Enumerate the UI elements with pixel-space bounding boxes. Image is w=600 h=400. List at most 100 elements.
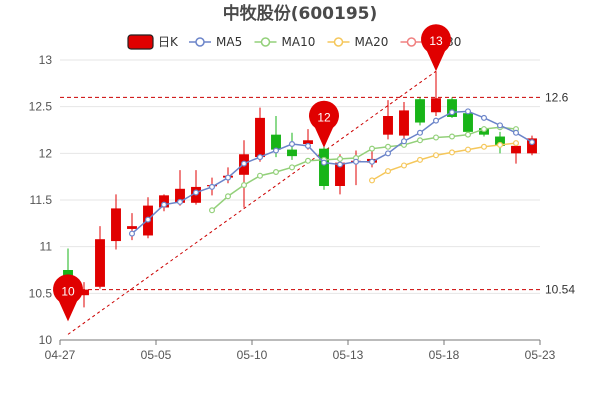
- candle: [191, 170, 201, 205]
- ma10: [209, 124, 519, 214]
- reference-line-label: 12.6: [545, 90, 569, 104]
- legend-label: 日K: [158, 35, 179, 49]
- y-axis: 10 10.5 11 11.5 12 12.5 13: [29, 53, 53, 347]
- ma10-point: [273, 169, 280, 176]
- ma5-point: [528, 139, 535, 146]
- candle-body: [383, 116, 393, 135]
- ma5-point: [465, 108, 472, 115]
- marker-label: 12: [317, 111, 331, 125]
- ma5-point: [481, 114, 488, 121]
- ma5-point: [369, 158, 376, 165]
- reference-lines: 12.6 10.54: [60, 90, 575, 297]
- legend-label: MA5: [216, 35, 242, 49]
- ma20-point: [385, 168, 392, 175]
- candle-body: [159, 195, 169, 208]
- candle-body: [95, 239, 105, 287]
- candle-body: [527, 138, 537, 154]
- trend-line: [67, 70, 437, 335]
- legend-label: MA10: [282, 35, 316, 49]
- candle-body: [415, 99, 425, 123]
- y-tick-label: 10: [39, 333, 53, 347]
- ma5-point: [353, 158, 360, 165]
- legend-item: 日K: [127, 34, 179, 50]
- candle-body: [319, 148, 329, 186]
- price-marker: 10: [53, 274, 84, 322]
- candle: [95, 226, 105, 289]
- candle-body: [175, 188, 185, 203]
- y-tick-label: 12: [39, 146, 53, 160]
- price-marker: 12: [309, 100, 340, 148]
- ma5-point: [273, 147, 280, 154]
- candle-body: [287, 149, 297, 157]
- ma10-point: [417, 137, 424, 144]
- candle-body: [447, 99, 457, 117]
- ma5-point: [401, 138, 408, 145]
- candle-body: [255, 117, 265, 158]
- ma10-point: [433, 134, 440, 141]
- ma10-point: [465, 131, 472, 138]
- ma20-point: [417, 156, 424, 163]
- ma5-point: [257, 154, 264, 161]
- ma20-point: [369, 177, 376, 184]
- ma5-point: [161, 201, 168, 208]
- y-tick-label: 10.5: [29, 286, 53, 300]
- price-marker: 13: [421, 24, 452, 72]
- marker-label: 10: [61, 284, 75, 298]
- legend-candle-swatch: [127, 34, 154, 50]
- ma5-point: [193, 189, 200, 196]
- ma10-point: [241, 182, 248, 189]
- ma20-point: [497, 141, 504, 148]
- ma5-point: [225, 174, 232, 181]
- candle-body: [511, 145, 521, 154]
- marker-label: 13: [429, 34, 443, 48]
- y-tick-label: 11.5: [30, 193, 53, 207]
- ma20-point: [449, 149, 456, 156]
- ma10-point: [209, 207, 216, 214]
- price-markers: 10 12 13: [53, 24, 452, 322]
- candle-body: [271, 134, 281, 150]
- ma5-point: [417, 129, 424, 136]
- ma20: [369, 140, 519, 184]
- ma10-point: [225, 193, 232, 200]
- x-tick-label: 05-05: [141, 348, 172, 362]
- y-tick-label: 12.5: [29, 100, 53, 114]
- legend-marker-swatch: [260, 37, 271, 47]
- ma5-point: [209, 183, 216, 190]
- candle: [319, 144, 329, 190]
- candle: [255, 107, 265, 162]
- ma5-point: [433, 117, 440, 124]
- legend-marker-swatch: [195, 37, 205, 47]
- candle-body: [399, 110, 409, 136]
- ma10-point: [449, 133, 456, 140]
- ma5-point: [241, 160, 248, 167]
- x-tick-label: 05-23: [525, 348, 556, 362]
- ma5-point: [289, 141, 296, 148]
- candle: [239, 140, 249, 208]
- candle: [415, 97, 425, 126]
- legend: 日KMA5MA10MA20MA30: [127, 34, 461, 50]
- trend-line-segment: [67, 70, 437, 335]
- ma5-point: [497, 122, 504, 129]
- candle: [111, 194, 121, 250]
- ma5-point: [145, 216, 152, 223]
- x-tick-label: 04-27: [45, 348, 76, 362]
- marker-pin: [421, 24, 452, 72]
- ma10-point: [369, 145, 376, 152]
- y-tick-label: 11: [40, 240, 53, 254]
- legend-item: MA10: [254, 35, 316, 49]
- legend-item: MA5: [189, 35, 242, 49]
- ma5-point: [177, 198, 184, 205]
- legend-marker-swatch: [406, 37, 417, 47]
- ma20-point: [433, 152, 440, 159]
- ma5-point: [449, 109, 456, 116]
- ma20-point: [481, 143, 488, 150]
- candle-body: [335, 162, 345, 186]
- candle-body: [127, 226, 137, 229]
- candle-body: [495, 136, 505, 146]
- candles: [63, 71, 537, 308]
- ma5-point: [305, 142, 312, 149]
- candle-body: [463, 113, 473, 132]
- x-tick-label: 05-18: [429, 348, 460, 362]
- ma10-point: [305, 157, 312, 164]
